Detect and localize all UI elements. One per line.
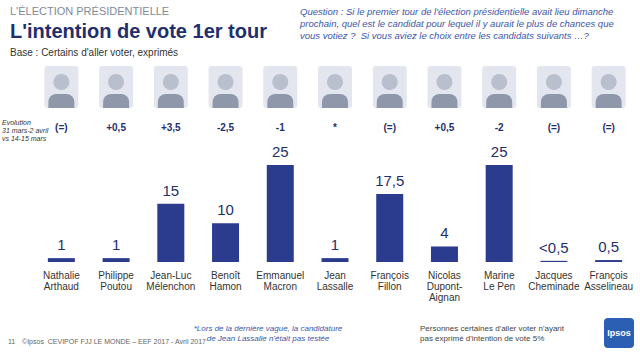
svg-text:1: 1: [112, 236, 120, 253]
svg-text:Nicolas: Nicolas: [428, 270, 461, 281]
svg-text:de Jean Lassalle n'était pas t: de Jean Lassalle n'était pas testée: [207, 334, 330, 343]
svg-text:Fillon: Fillon: [378, 281, 402, 292]
svg-text:25: 25: [272, 143, 289, 160]
svg-text:Evolution: Evolution: [2, 119, 31, 126]
svg-text:Ipsos: Ipsos: [607, 328, 631, 338]
svg-text:Jacques: Jacques: [535, 270, 572, 281]
svg-text:François: François: [589, 270, 627, 281]
svg-text:-1: -1: [276, 122, 285, 133]
svg-text:L'ÉLECTION PRÉSIDENTIELLE: L'ÉLECTION PRÉSIDENTIELLE: [10, 5, 169, 17]
svg-text:L'intention de vote 1er tour: L'intention de vote 1er tour: [10, 20, 267, 42]
svg-text:pas exprimé d'intention de vot: pas exprimé d'intention de vote 5%: [420, 334, 544, 343]
svg-text:Jean: Jean: [324, 270, 346, 281]
svg-text:Cheminade: Cheminade: [528, 281, 580, 292]
svg-text:©Ipsos CEVIPOF FJJ LE MONDE –: ©Ipsos CEVIPOF FJJ LE MONDE – EEF 2017 -…: [22, 338, 206, 346]
svg-text:Question : Si le premier tour: Question : Si le premier tour de l'élect…: [300, 6, 616, 17]
svg-text:+0,5: +0,5: [435, 122, 455, 133]
svg-text:vous votiez ? Si vous aviez l: vous votiez ? Si vous aviez le choix ent…: [300, 30, 590, 41]
svg-text:Personnes certaines d'aller vo: Personnes certaines d'aller voter n'ayan…: [420, 324, 565, 333]
svg-text:1: 1: [57, 236, 65, 253]
svg-text:Jean-Luc: Jean-Luc: [150, 270, 191, 281]
svg-text:*Lors de la dernière vague, la: *Lors de la dernière vague, la candidatu…: [194, 324, 343, 333]
svg-text:Hamon: Hamon: [209, 281, 241, 292]
svg-text:Mélenchon: Mélenchon: [146, 281, 195, 292]
svg-text:vs 14-15 mars: vs 14-15 mars: [2, 135, 47, 142]
svg-text:17,5: 17,5: [375, 172, 404, 189]
svg-text:Dupont-: Dupont-: [427, 281, 463, 292]
svg-text:11: 11: [8, 338, 15, 345]
svg-text:-2,5: -2,5: [217, 122, 235, 133]
svg-text:(=): (=): [602, 122, 615, 133]
svg-text:Aignan: Aignan: [429, 292, 460, 303]
svg-text:+0,5: +0,5: [106, 122, 126, 133]
svg-text:Arthaud: Arthaud: [44, 281, 79, 292]
svg-text:prochain, quel est le candidat: prochain, quel est le candidat pour lequ…: [299, 18, 616, 29]
svg-text:0,5: 0,5: [598, 238, 619, 255]
svg-text:4: 4: [440, 224, 448, 241]
svg-text:Nathalie: Nathalie: [43, 270, 80, 281]
svg-text:Lassalle: Lassalle: [317, 281, 354, 292]
svg-text:Macron: Macron: [264, 281, 297, 292]
svg-text:Base : Certains d'aller voter,: Base : Certains d'aller voter, exprimés: [10, 47, 178, 58]
svg-text:+3,5: +3,5: [161, 122, 181, 133]
svg-text:25: 25: [491, 143, 508, 160]
svg-text:François: François: [371, 270, 409, 281]
svg-text:Benoît: Benoît: [211, 270, 240, 281]
svg-text:(=): (=): [383, 122, 396, 133]
svg-text:*: *: [333, 122, 337, 133]
svg-text:Emmanuel: Emmanuel: [256, 270, 304, 281]
svg-text:Poutou: Poutou: [100, 281, 132, 292]
svg-text:<0,5: <0,5: [539, 239, 569, 256]
svg-text:(=): (=): [55, 122, 68, 133]
svg-text:15: 15: [162, 182, 179, 199]
svg-text:10: 10: [217, 201, 234, 218]
svg-text:-2: -2: [495, 122, 504, 133]
svg-text:Asselineau: Asselineau: [584, 281, 633, 292]
svg-text:(=): (=): [548, 122, 561, 133]
svg-text:Le Pen: Le Pen: [483, 281, 515, 292]
svg-text:1: 1: [331, 236, 339, 253]
svg-text:31 mars-2 avril: 31 mars-2 avril: [2, 127, 49, 134]
svg-text:Marine: Marine: [484, 270, 515, 281]
svg-text:Philippe: Philippe: [98, 270, 134, 281]
